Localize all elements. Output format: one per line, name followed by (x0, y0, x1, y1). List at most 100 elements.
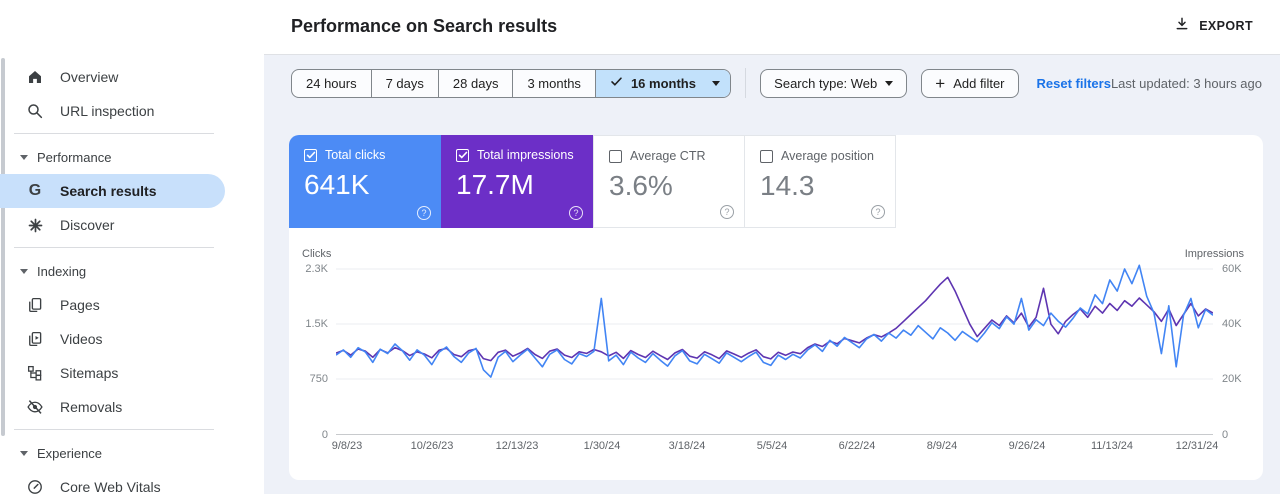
chevron-down-icon (20, 268, 28, 274)
left-axis-tick: 2.3K (305, 263, 328, 275)
date-range-28-days[interactable]: 28 days (439, 69, 514, 97)
last-updated-text: Last updated: 3 hours ago (1110, 75, 1262, 91)
search-icon (26, 102, 44, 120)
x-axis-tick: 5/5/24 (756, 440, 788, 452)
metric-value: 14.3 (760, 170, 815, 201)
checkbox-unchecked-icon[interactable] (760, 149, 773, 163)
sidebar-item-label: Sitemaps (60, 365, 119, 381)
help-icon[interactable]: ? (569, 206, 583, 220)
sidebar-item-discover[interactable]: Discover (0, 208, 264, 242)
chevron-down-icon (711, 80, 720, 86)
sidebar-item-label: Core Web Vitals (60, 479, 161, 494)
sidebar-item-label: URL inspection (60, 103, 155, 119)
sidebar: Overview URL inspection Performance G Se… (0, 0, 264, 494)
right-axis-tick: 40K (1222, 318, 1242, 330)
date-range-3-months[interactable]: 3 months (513, 69, 596, 97)
reset-filters-link[interactable]: Reset filters (1036, 75, 1111, 91)
checkbox-checked-icon[interactable] (304, 148, 317, 162)
left-axis-tick: 750 (309, 373, 328, 385)
right-axis-tick: 0 (1222, 429, 1229, 441)
metric-value: 641K (304, 169, 370, 200)
search-type-chip[interactable]: Search type: Web (760, 68, 908, 98)
x-axis-tick: 11/13/24 (1090, 440, 1133, 452)
tile-average-ctr[interactable]: Average CTR 3.6% ? (593, 135, 745, 228)
date-range-selector: 24 hours 7 days 28 days 3 months 16 mont… (291, 68, 732, 98)
plot-area (335, 255, 1214, 435)
sidebar-item-removals[interactable]: Removals (0, 390, 264, 424)
check-icon (610, 75, 623, 91)
sidebar-item-label: Overview (60, 69, 119, 85)
videos-icon (26, 330, 44, 348)
filter-separator (745, 68, 747, 98)
sidebar-section-indexing[interactable]: Indexing (0, 254, 264, 288)
sitemap-icon (26, 364, 44, 382)
tile-average-position[interactable]: Average position 14.3 ? (744, 135, 896, 228)
sidebar-item-pages[interactable]: Pages (0, 288, 264, 322)
sidebar-divider (14, 429, 214, 430)
filter-bar: 24 hours 7 days 28 days 3 months 16 mont… (291, 68, 1262, 98)
sidebar-item-search-results[interactable]: G Search results (0, 174, 225, 208)
chevron-down-icon (885, 80, 894, 86)
x-axis-labels: 9/8/23 10/26/23 12/13/23 1/30/24 3/18/24… (289, 440, 1263, 456)
left-axis-tick: 1.5K (305, 318, 328, 330)
right-axis-tick: 20K (1222, 373, 1242, 385)
right-axis-tick: 60K (1222, 263, 1242, 275)
checkbox-checked-icon[interactable] (456, 148, 469, 162)
sidebar-divider (14, 247, 214, 248)
sidebar-item-sitemaps[interactable]: Sitemaps (0, 356, 264, 390)
pages-icon (26, 296, 44, 314)
asterisk-icon (26, 216, 44, 234)
x-axis-tick: 1/30/24 (583, 440, 621, 452)
google-g-icon: G (28, 182, 42, 199)
performance-card: Total clicks 641K ? Total impressions 17… (289, 135, 1263, 480)
chevron-down-icon (20, 450, 28, 456)
sidebar-item-label: Discover (60, 217, 115, 233)
x-axis-tick: 6/22/24 (838, 440, 876, 452)
sidebar-item-label: Pages (60, 297, 100, 313)
x-axis-tick: 12/13/23 (495, 440, 539, 452)
download-icon (1174, 16, 1190, 35)
sidebar-section-experience[interactable]: Experience (0, 436, 264, 470)
home-icon (26, 68, 44, 86)
x-axis-tick: 9/26/24 (1008, 440, 1046, 452)
gauge-icon (26, 478, 44, 494)
sidebar-item-core-web-vitals[interactable]: Core Web Vitals (0, 470, 264, 494)
chevron-down-icon (20, 154, 28, 160)
left-axis-title: Clicks (302, 248, 332, 260)
checkbox-unchecked-icon[interactable] (609, 149, 622, 163)
date-range-16-months[interactable]: 16 months (595, 69, 731, 97)
date-range-24-hours[interactable]: 24 hours (292, 69, 372, 97)
sidebar-divider (14, 133, 214, 134)
sidebar-item-label: Removals (60, 399, 123, 415)
timeseries-chart: Clicks Impressions 2.3K 1.5K 750 0 60K 4… (289, 228, 1263, 480)
metric-tiles: Total clicks 641K ? Total impressions 17… (289, 135, 1263, 228)
help-icon[interactable]: ? (417, 206, 431, 220)
sidebar-item-overview[interactable]: Overview (0, 60, 264, 94)
tile-total-impressions[interactable]: Total impressions 17.7M ? (441, 135, 593, 228)
sidebar-item-videos[interactable]: Videos (0, 322, 264, 356)
tile-total-clicks[interactable]: Total clicks 641K ? (289, 135, 441, 228)
x-axis-tick: 8/9/24 (926, 440, 958, 452)
x-axis-tick: 9/8/23 (331, 440, 363, 452)
metric-value: 17.7M (456, 169, 534, 200)
date-range-7-days[interactable]: 7 days (372, 69, 439, 97)
sidebar-item-label: Search results (60, 183, 157, 199)
help-icon[interactable]: ? (871, 205, 885, 219)
metric-value: 3.6% (609, 170, 673, 201)
add-filter-chip[interactable]: + Add filter (921, 68, 1019, 98)
right-axis-title: Impressions (1184, 248, 1244, 260)
main-content: 24 hours 7 days 28 days 3 months 16 mont… (264, 55, 1280, 494)
x-axis-tick: 10/26/23 (410, 440, 454, 452)
sidebar-item-label: Videos (60, 331, 103, 347)
left-axis-tick: 0 (321, 429, 328, 441)
export-button[interactable]: EXPORT (1174, 16, 1253, 35)
x-axis-tick: 12/31/24 (1175, 440, 1219, 452)
help-icon[interactable]: ? (720, 205, 734, 219)
sidebar-item-url-inspection[interactable]: URL inspection (0, 94, 264, 128)
eye-off-icon (26, 398, 44, 416)
page-title: Performance on Search results (291, 16, 558, 36)
sidebar-section-performance[interactable]: Performance (0, 140, 264, 174)
top-bar: Performance on Search results EXPORT (264, 0, 1280, 55)
sidebar-scrollbar[interactable] (1, 58, 5, 436)
